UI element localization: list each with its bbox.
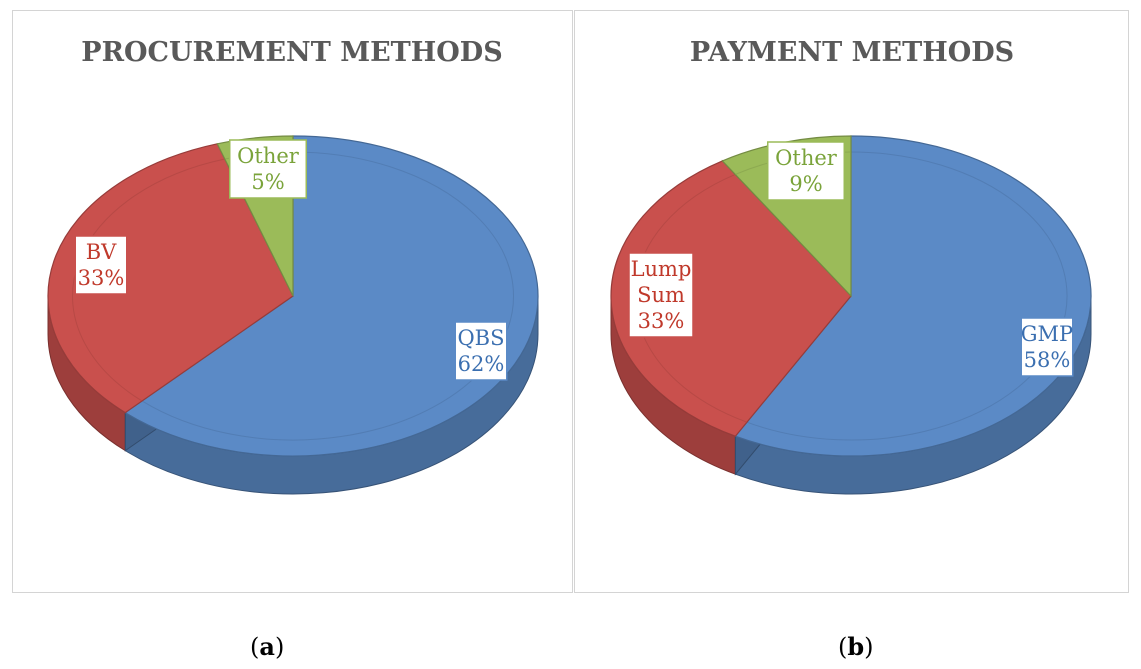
data-label-box (628, 252, 694, 338)
pie-3d (610, 135, 1092, 495)
data-label-value: 33% (638, 309, 685, 333)
chart-title-procurement: PROCUREMENT METHODS (81, 37, 502, 68)
pie-slice-bv (47, 143, 294, 414)
data-label-box (229, 139, 307, 199)
pie-slice-lump-sum (610, 160, 852, 437)
data-label-value: 33% (78, 266, 125, 290)
data-label-box (454, 321, 508, 381)
pie-chart-panel-b: PAYMENT METHODS GMP 58% Lump Sum 33% Other 9% (574, 10, 1129, 593)
data-label-name: BV (86, 240, 117, 264)
data-label-name: Sum (637, 283, 685, 307)
data-label-name: Other (775, 146, 838, 170)
data-label-name: QBS (457, 326, 504, 350)
pie-slice-qbs (124, 135, 539, 457)
data-label-value: 62% (458, 352, 505, 376)
data-label-name: Other (237, 144, 300, 168)
caption-b: (b) (838, 632, 874, 661)
data-label-name: GMP (1021, 322, 1073, 346)
data-label-box (767, 141, 845, 201)
data-label-box (74, 235, 128, 295)
pie-chart-panel-a: PROCUREMENT METHODS QBS 62% BV 33% Other 5% (12, 10, 573, 593)
chart-title-payment: PAYMENT METHODS (690, 37, 1014, 68)
data-label-value: 5% (251, 170, 284, 194)
data-label-box (1020, 317, 1074, 377)
caption-a: (a) (250, 632, 285, 661)
pie-slice-gmp (734, 135, 1092, 457)
data-label-value: 9% (789, 172, 822, 196)
data-label-value: 58% (1024, 348, 1071, 372)
data-label-name: Lump (631, 257, 692, 281)
